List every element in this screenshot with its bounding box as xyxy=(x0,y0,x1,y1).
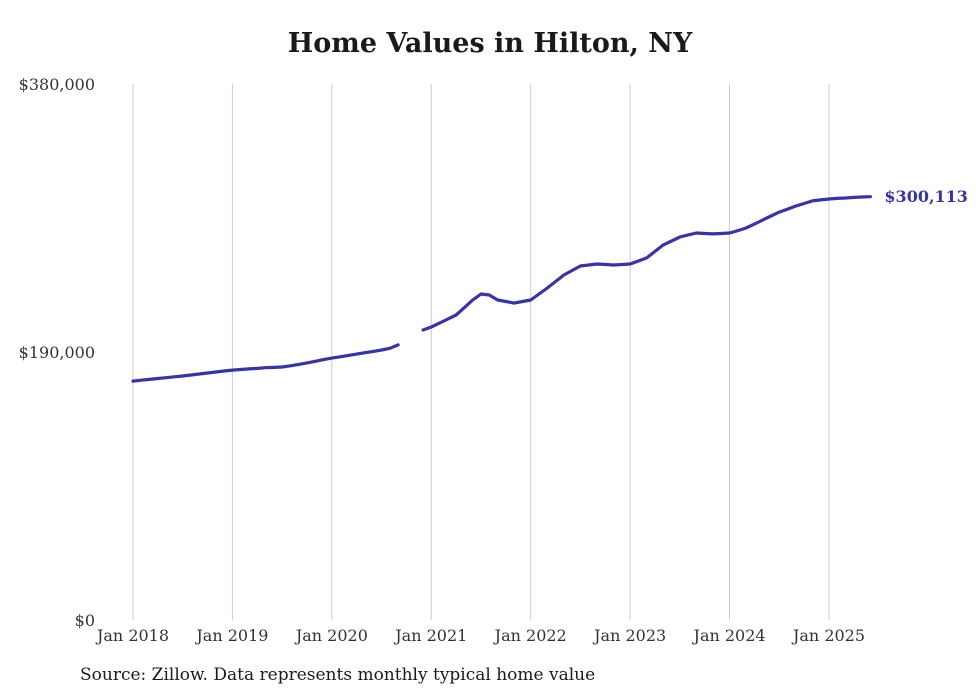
y-tick-label: $190,000 xyxy=(19,343,95,362)
latest-value-label: $300,113 xyxy=(884,186,968,206)
y-tick-label: $380,000 xyxy=(19,75,95,94)
value-line xyxy=(421,195,873,332)
y-tick-label: $0 xyxy=(75,611,95,630)
x-tick-label: Jan 2025 xyxy=(791,626,865,645)
x-tick-label: Jan 2024 xyxy=(692,626,766,645)
home-values-line-chart: Jan 2018 Jan 2019 Jan 2020 Jan 2021 Jan 2022… xyxy=(19,75,873,645)
x-tick-label: Jan 2021 xyxy=(393,626,467,645)
x-tick-label: Jan 2020 xyxy=(294,626,368,645)
x-tick-label: Jan 2018 xyxy=(95,626,169,645)
x-tick-label: Jan 2019 xyxy=(194,626,268,645)
source-note: Source: Zillow. Data represents monthly … xyxy=(80,665,596,685)
x-tick-label: Jan 2022 xyxy=(493,626,567,645)
value-line xyxy=(131,343,400,383)
x-tick-label: Jan 2023 xyxy=(592,626,666,645)
chart-title: Home Values in Hilton, NY xyxy=(287,28,693,59)
